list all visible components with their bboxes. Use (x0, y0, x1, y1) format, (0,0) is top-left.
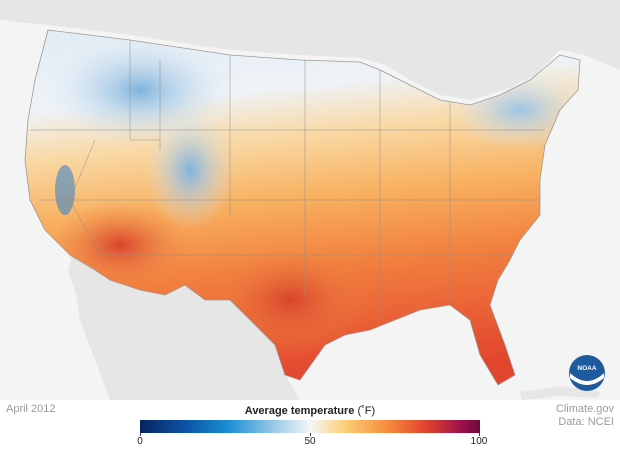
legend-colorbar (140, 420, 480, 433)
mexico-landmass (70, 255, 300, 400)
legend-tick-line-0 (140, 433, 141, 436)
noaa-logo: NOAA (569, 355, 605, 391)
credit: Climate.gov Data: NCEI (556, 403, 614, 429)
baja-peninsula (68, 258, 132, 400)
credit-line-2: Data: NCEI (558, 416, 614, 428)
state-borders (30, 40, 545, 320)
temperature-map: NOAA (0, 0, 620, 400)
legend-tick-line-100 (479, 433, 480, 436)
legend-title: Average temperature (˚F) (140, 405, 480, 417)
legend-tick-50: 50 (304, 436, 316, 447)
legend-unit: (˚F) (357, 405, 376, 417)
credit-line-1: Climate.gov (555, 403, 614, 415)
legend-title-text: Average temperature (244, 405, 355, 417)
legend-tick-0: 0 (137, 436, 143, 447)
noaa-logo-text: NOAA (577, 365, 596, 372)
legend-tick-100: 100 (470, 436, 488, 447)
canada-landmass (0, 0, 620, 100)
map-period: April 2012 (6, 403, 56, 415)
legend-tick-line-50 (310, 433, 311, 436)
